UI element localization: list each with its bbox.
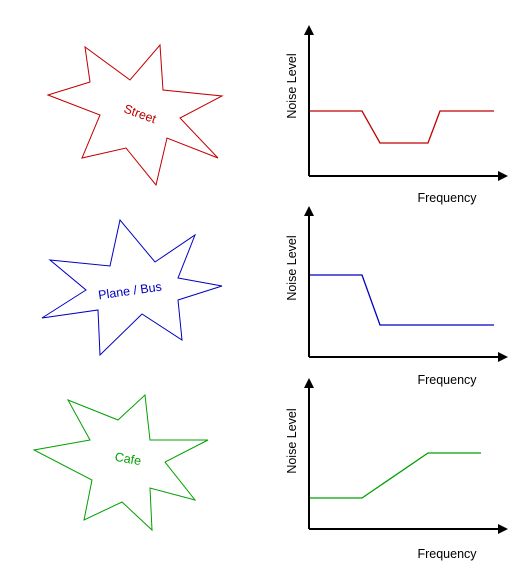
cafe-star-label: Cafe (114, 450, 142, 468)
plane-bus-star-shape (41, 218, 223, 357)
street-noise-chart: Noise Level Frequency (285, 25, 508, 205)
row-cafe: Cafe Noise Level Frequency (32, 378, 508, 561)
plane-bus-star-label: Plane / Bus (97, 280, 162, 303)
street-noise-line (310, 110, 494, 144)
cafe-noise-chart: Noise Level Frequency (285, 378, 508, 561)
street-x-axis-label: Frequency (417, 191, 477, 205)
plane-bus-noise-line (310, 274, 494, 326)
cafe-star-shape (32, 393, 209, 532)
cafe-y-axis-label: Noise Level (285, 408, 299, 473)
row-plane-bus: Plane / Bus Noise Level Frequency (41, 206, 508, 387)
street-star-shape (46, 43, 224, 187)
street-star-label: Street (122, 102, 159, 127)
row-street: Street Noise Level Frequency (46, 25, 508, 205)
cafe-x-axis-label: Frequency (417, 547, 477, 561)
plane-bus-x-axis-label: Frequency (417, 373, 477, 387)
street-y-axis-label: Noise Level (285, 53, 299, 118)
plane-bus-noise-chart: Noise Level Frequency (285, 206, 508, 387)
cafe-noise-line (310, 452, 481, 499)
plane-bus-y-axis-label: Noise Level (285, 235, 299, 300)
